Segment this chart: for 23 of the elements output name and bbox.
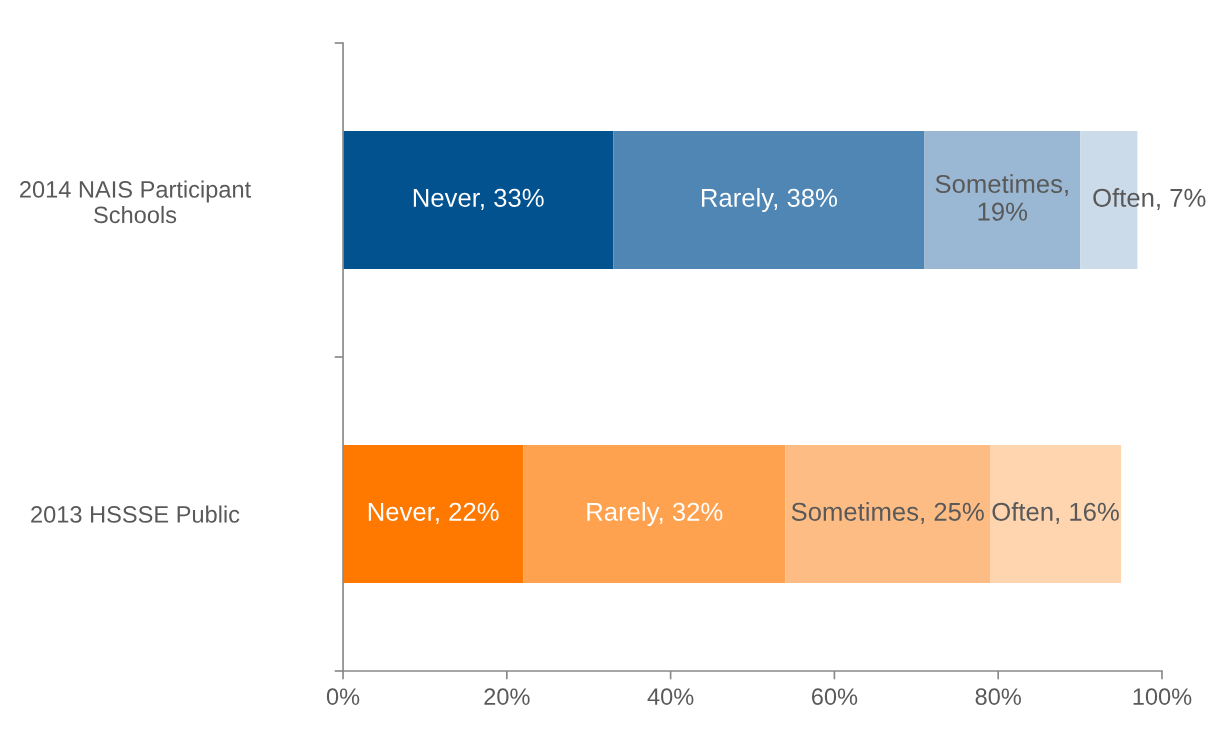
x-tick-label: 60%	[811, 688, 858, 705]
data-label: Often, 16%	[992, 502, 1119, 524]
y-tick-label: 2013 HSSSE Public	[31, 505, 240, 523]
bar	[990, 444, 1122, 584]
data-label: Sometimes, 19%	[935, 174, 1068, 221]
x-tick-label: 20%	[484, 688, 530, 705]
data-label: Never, 22%	[368, 502, 499, 524]
bar	[785, 444, 990, 584]
data-label: Sometimes, 25%	[791, 502, 984, 524]
data-label: Rarely, 32%	[587, 502, 723, 526]
x-tick-label: 0%	[326, 688, 360, 705]
bar	[613, 130, 925, 270]
bar	[343, 130, 614, 270]
x-tick-label: 80%	[975, 688, 1021, 705]
x-tick-label: 100%	[1133, 688, 1192, 705]
data-label: Never, 33%	[413, 188, 544, 210]
y-tick-label: 2014 NAIS Participant Schools	[20, 180, 251, 224]
bar	[924, 130, 1081, 270]
bar	[523, 444, 786, 584]
x-tick-label: 40%	[647, 688, 694, 705]
data-label: Rarely, 38%	[701, 188, 838, 212]
data-label: Often, 7%	[1093, 188, 1206, 210]
bar	[343, 444, 524, 584]
